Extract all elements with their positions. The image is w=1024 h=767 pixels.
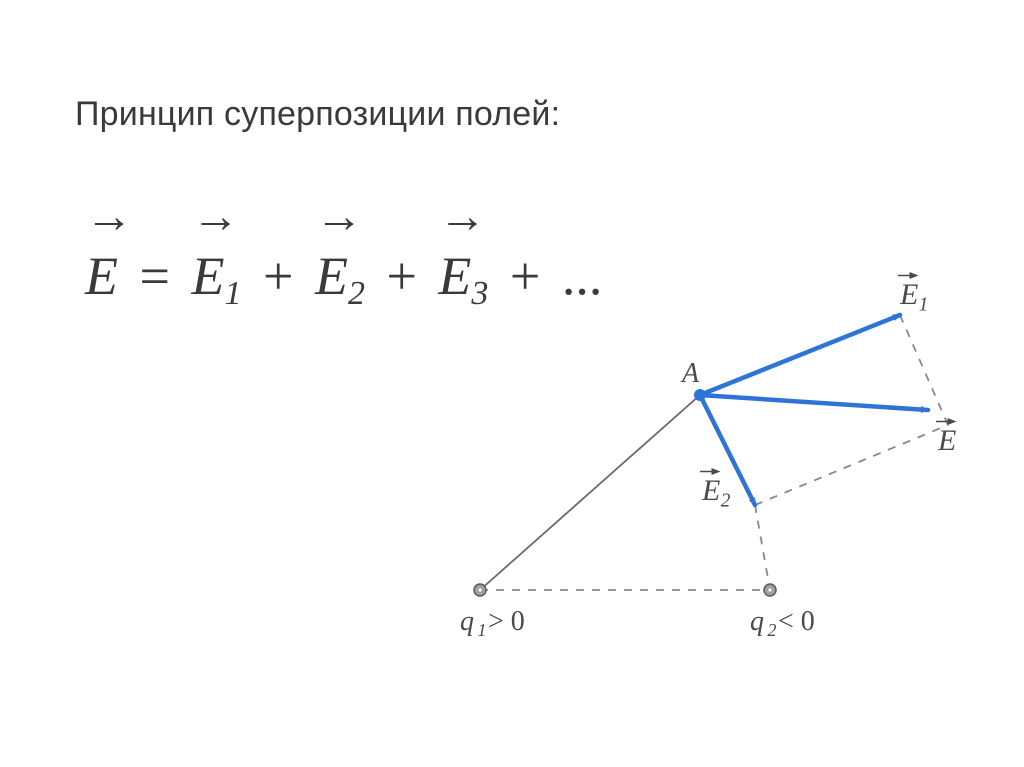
svg-text:< 0: < 0	[778, 606, 815, 637]
vector-E: →E	[85, 245, 118, 307]
svg-text:E: E	[701, 474, 720, 507]
svg-text:2: 2	[767, 620, 776, 640]
svg-text:1: 1	[477, 620, 486, 640]
svg-text:q: q	[460, 606, 474, 637]
slide: Принцип суперпозиции полей: →E = →E1 + →…	[0, 0, 1024, 767]
plus-sign: +	[263, 246, 293, 306]
svg-text:A: A	[680, 358, 700, 389]
svg-text:1: 1	[919, 295, 929, 316]
vector-diagram: E1E2EAq1 > 0q2 < 0	[400, 290, 960, 670]
slide-title: Принцип суперпозиции полей:	[75, 95, 560, 134]
vector-E2: →E	[315, 245, 348, 307]
svg-text:q: q	[750, 606, 764, 637]
equals-sign: =	[140, 246, 170, 306]
subscript-2: 2	[348, 275, 365, 312]
svg-text:> 0: > 0	[488, 606, 525, 637]
svg-text:E: E	[899, 278, 918, 311]
svg-text:2: 2	[721, 491, 731, 512]
svg-text:E: E	[937, 424, 956, 457]
subscript-1: 1	[224, 275, 241, 312]
vector-E1: →E	[191, 245, 224, 307]
